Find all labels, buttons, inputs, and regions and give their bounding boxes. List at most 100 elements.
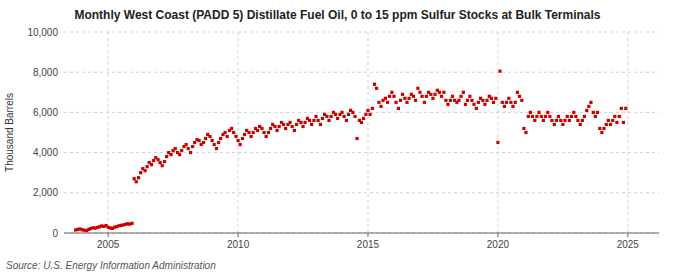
point <box>219 137 222 140</box>
chart: 02,0004,0006,0008,00010,0002005201020152… <box>0 0 675 275</box>
point <box>570 115 573 118</box>
point <box>581 119 584 122</box>
point <box>429 93 432 96</box>
point <box>143 169 146 172</box>
point <box>579 123 582 126</box>
point <box>198 139 201 142</box>
point <box>189 151 192 154</box>
point <box>392 95 395 98</box>
point <box>163 160 166 163</box>
point <box>446 103 449 106</box>
point <box>262 131 265 134</box>
point <box>353 115 356 118</box>
point <box>334 113 337 116</box>
point <box>345 119 348 122</box>
point <box>377 101 380 104</box>
point <box>576 119 579 122</box>
point <box>475 107 478 110</box>
point <box>420 95 423 98</box>
point <box>485 99 488 102</box>
point <box>275 129 278 132</box>
point <box>566 115 569 118</box>
point <box>284 127 287 130</box>
point <box>477 101 480 104</box>
point <box>490 97 493 100</box>
point <box>600 131 603 134</box>
point <box>540 115 543 118</box>
point <box>524 131 527 134</box>
title: Monthly West Coast (PADD 5) Distillate F… <box>74 8 600 22</box>
point <box>267 131 270 134</box>
point <box>180 149 183 152</box>
point <box>438 91 441 94</box>
point <box>605 123 608 126</box>
point <box>174 147 177 150</box>
point <box>520 99 523 102</box>
x-tick-mark <box>367 233 368 237</box>
source-annotation: Source: U.S. Energy Information Administ… <box>6 260 216 271</box>
point <box>598 127 601 130</box>
x-tick-label: 2020 <box>487 239 510 250</box>
point <box>433 93 436 96</box>
point <box>423 101 426 104</box>
point <box>386 101 389 104</box>
point <box>618 115 621 118</box>
point <box>501 101 504 104</box>
point <box>470 99 473 102</box>
axes: 02,0004,0006,0008,00010,0002005201020152… <box>27 27 659 251</box>
y-tick-label: 4,000 <box>33 147 58 158</box>
point <box>390 91 393 94</box>
point <box>444 99 447 102</box>
x-tick-label: 2025 <box>617 239 640 250</box>
point <box>156 158 159 161</box>
point <box>204 137 207 140</box>
x-grid-line <box>238 32 239 233</box>
y-tick-label: 6,000 <box>33 107 58 118</box>
point <box>226 135 229 138</box>
point <box>236 139 239 142</box>
point <box>563 119 566 122</box>
point <box>282 123 285 126</box>
point <box>260 127 263 130</box>
point <box>505 101 508 104</box>
x-grid-line <box>497 32 498 233</box>
point <box>336 117 339 120</box>
point <box>527 115 530 118</box>
point <box>425 95 428 98</box>
point <box>360 121 363 124</box>
point <box>249 135 252 138</box>
y-axis-label: Thousand Barrels <box>4 93 15 172</box>
point <box>187 147 190 150</box>
point <box>388 95 391 98</box>
point <box>592 111 595 114</box>
point <box>325 115 328 118</box>
point <box>256 129 259 132</box>
point <box>394 101 397 104</box>
point <box>375 87 378 90</box>
point <box>416 87 419 90</box>
x-axis-line <box>64 233 659 234</box>
point <box>299 121 302 124</box>
point <box>557 115 560 118</box>
point <box>295 123 298 126</box>
point <box>609 123 612 126</box>
point <box>384 97 387 100</box>
point <box>466 99 469 102</box>
y-tick-label: 8,000 <box>33 67 58 78</box>
point <box>596 111 599 114</box>
point <box>555 119 558 122</box>
point <box>146 165 149 168</box>
point <box>371 107 374 110</box>
point <box>368 113 371 116</box>
point <box>223 131 226 134</box>
point <box>308 119 311 122</box>
point <box>472 103 475 106</box>
point <box>243 133 246 136</box>
point <box>319 123 322 126</box>
point <box>509 101 512 104</box>
point <box>496 141 499 144</box>
x-grid-line <box>627 32 628 233</box>
x-grid-line <box>367 32 368 233</box>
point <box>531 115 534 118</box>
y-grid-line <box>64 72 659 73</box>
